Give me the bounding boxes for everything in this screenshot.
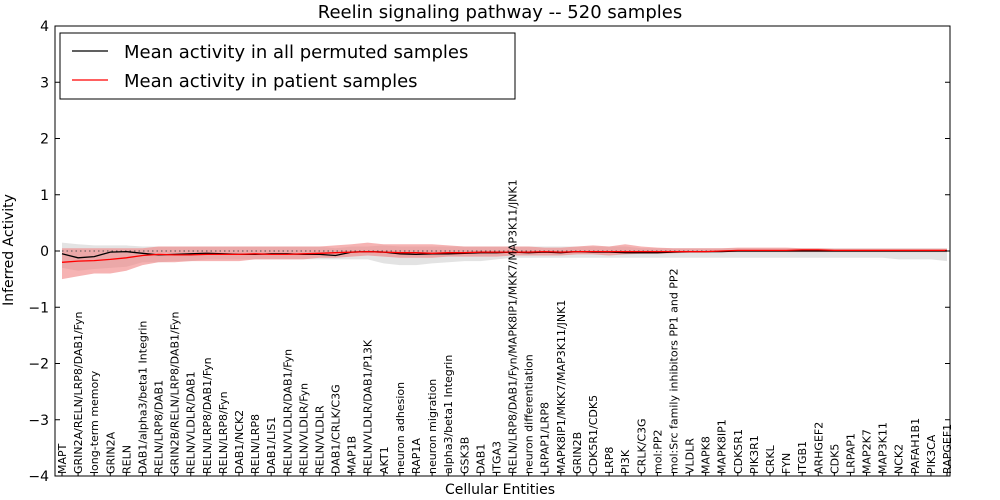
x-category-label: MAPK8 xyxy=(700,436,713,474)
x-category-label: DAB1/alpha3/beta1 Integrin xyxy=(136,321,149,474)
x-category-label: FYN xyxy=(780,453,793,474)
x-category-label: MAP3K11 xyxy=(877,422,890,474)
x-category-label: MAPT xyxy=(56,443,69,474)
legend-label-permuted: Mean activity in all permuted samples xyxy=(124,42,468,63)
x-category-label: LRPAP1/LRP8 xyxy=(539,402,552,474)
x-category-label: GRIN2B/RELN/LRP8/DAB1/Fyn xyxy=(169,311,182,474)
x-category-label: RAP1A xyxy=(410,438,423,474)
x-axis-category-labels: MAPT GRIN2A/RELN/LRP8/DAB1/Fyn long-term m… xyxy=(56,179,954,476)
x-category-label: GRIN2A/RELN/LRP8/DAB1/Fyn xyxy=(72,311,85,474)
patient-confidence-band xyxy=(62,242,947,280)
patient-mean-line xyxy=(61,249,947,263)
x-category-label: GRIN2B xyxy=(571,432,584,474)
x-category-label: LRP8 xyxy=(603,447,616,474)
x-category-label: RELN/LRP8/DAB1/Fyn xyxy=(201,357,214,474)
x-category-label: ARHGEF2 xyxy=(812,422,825,474)
legend-box xyxy=(59,32,516,100)
x-category-label: DAB1/CRLK/C3G xyxy=(330,384,343,474)
y-tick-label: −4 xyxy=(28,469,49,485)
x-category-label: RELN/VLDLR/DAB1/P13K xyxy=(362,339,375,474)
x-category-label: MAPK8IP1 xyxy=(716,419,729,474)
x-category-label: RELN/LRP8/DAB1 xyxy=(153,380,166,474)
x-category-label: MAP1B xyxy=(346,436,359,474)
x-category-label: CRKL xyxy=(764,444,777,474)
legend: Mean activity in all permuted samples Me… xyxy=(59,32,516,100)
y-tick-label: 1 xyxy=(40,188,49,204)
x-category-label: PAFAH1B1 xyxy=(909,418,922,474)
chart-title: Reelin signaling pathway -- 520 samples xyxy=(318,2,682,23)
x-category-label: PI3K xyxy=(619,449,632,474)
y-tick-label: −2 xyxy=(28,357,49,373)
y-tick-label: 3 xyxy=(40,75,49,91)
series-lines xyxy=(61,249,947,263)
x-category-label: MAP2K7 xyxy=(861,429,874,474)
x-category-label: MAPK8IP1/MKK7/MAP3K11/JNK1 xyxy=(555,300,568,474)
x-category-label: VLDLR xyxy=(684,438,697,474)
x-category-label: neuron migration xyxy=(426,379,439,474)
legend-label-patient: Mean activity in patient samples xyxy=(124,71,418,92)
x-category-label: RELN/VLDLR xyxy=(313,405,326,474)
x-category-label: RELN/VLDLR/DAB1/Fyn xyxy=(281,349,294,474)
x-category-label: neuron differentiation xyxy=(523,354,536,474)
y-tick-label: −1 xyxy=(28,300,49,316)
confidence-bands xyxy=(62,242,947,280)
x-category-label: ITGB1 xyxy=(796,441,809,474)
y-tick-label: 0 xyxy=(40,244,49,260)
x-category-label: CDK5R1 xyxy=(732,429,745,474)
x-category-label: mol:PP2 xyxy=(651,430,664,474)
x-category-label: PIK3R1 xyxy=(748,435,761,474)
x-category-label: RAPGEF1 xyxy=(941,424,954,474)
x-category-label: CRLK/C3G xyxy=(635,418,648,474)
y-tick-label: 4 xyxy=(40,19,49,35)
x-category-label: RELN/VLDLR/Fyn xyxy=(297,383,310,474)
x-category-label: AKT1 xyxy=(378,446,391,474)
x-category-label: RELN/VLDLR/DAB1 xyxy=(185,371,198,474)
x-category-label: DAB1/LIS1 xyxy=(265,417,278,474)
x-category-label: neuron adhesion xyxy=(394,382,407,474)
x-category-label: RELN/LRP8/Fyn xyxy=(217,391,230,474)
y-axis-label: Inferred Activity xyxy=(1,194,17,306)
x-category-label: RELN xyxy=(120,445,133,474)
x-category-label: CDK5R1/CDK5 xyxy=(587,395,600,474)
x-category-label: ITGA3 xyxy=(490,441,503,474)
x-category-label: long-term memory xyxy=(88,370,101,474)
x-category-label: mol:Src family inhibitors PP1 and PP2 xyxy=(667,268,680,474)
x-category-label: DAB1/NCK2 xyxy=(233,410,246,474)
x-category-label: GSK3B xyxy=(458,437,471,474)
x-category-label: alpha3/beta1 Integrin xyxy=(442,355,455,474)
x-category-label: RELN/LRP8 xyxy=(249,414,262,474)
x-axis-label: Cellular Entities xyxy=(445,482,555,498)
y-tick-label: 2 xyxy=(40,132,49,148)
y-tick-label: −3 xyxy=(28,413,49,429)
x-category-label: DAB1 xyxy=(474,444,487,474)
y-axis-ticks: −4 −3 −2 −1 0 1 2 3 4 xyxy=(28,19,950,485)
x-category-label: CDK5 xyxy=(828,444,841,474)
x-category-label: NCK2 xyxy=(893,444,906,474)
x-category-label: PIK3CA xyxy=(925,434,938,474)
x-category-label: LRPAP1 xyxy=(844,433,857,474)
x-category-label: GRIN2A xyxy=(104,431,117,474)
x-category-label: RELN/LRP8/DAB1/Fyn/MAPK8IP1/MKK7/MAP3K11… xyxy=(507,179,520,474)
